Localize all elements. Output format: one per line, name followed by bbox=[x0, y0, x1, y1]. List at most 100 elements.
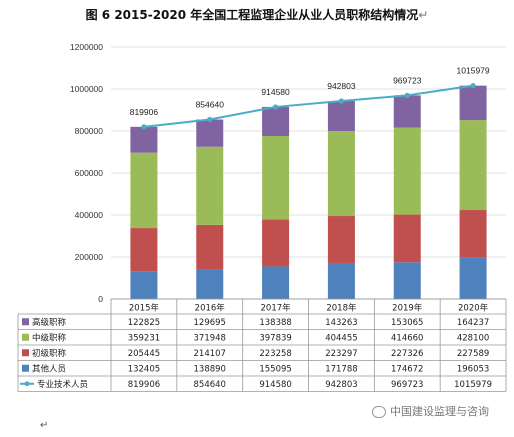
bar-segment bbox=[196, 269, 224, 299]
y-axis: 0 200000 400000 600000 800000 1000000 1200000 bbox=[70, 42, 103, 304]
y-tick-label: 1200000 bbox=[70, 42, 103, 52]
table-cell: 359231 bbox=[128, 333, 160, 343]
table-cell: 223258 bbox=[259, 349, 291, 359]
y-tick-label: 0 bbox=[98, 294, 103, 304]
bar-segment bbox=[459, 257, 487, 299]
table-cell: 914580 bbox=[259, 380, 291, 390]
table-cell: 174672 bbox=[391, 364, 423, 374]
table-cell: 371948 bbox=[194, 333, 226, 343]
x-tick-label: 2016年 bbox=[195, 303, 226, 314]
bar-segment bbox=[196, 146, 224, 225]
table-cell: 122825 bbox=[128, 318, 160, 328]
legend-swatch bbox=[22, 333, 29, 341]
bar-segment bbox=[327, 131, 355, 217]
line-marker bbox=[141, 124, 147, 130]
table-cell: 164237 bbox=[457, 318, 489, 328]
table-cell: 138890 bbox=[194, 364, 226, 374]
legend-swatch-marker bbox=[24, 381, 30, 387]
y-tick-label: 200000 bbox=[75, 252, 104, 262]
line-marker bbox=[470, 83, 476, 89]
y-tick-label: 400000 bbox=[75, 210, 104, 220]
y-tick-label: 800000 bbox=[75, 126, 104, 136]
bar-segment bbox=[393, 127, 421, 215]
table-cell: 1015979 bbox=[454, 380, 492, 390]
bar-segment bbox=[459, 210, 487, 258]
table-cell: 214107 bbox=[194, 349, 226, 359]
legend-entry: 其他人员 bbox=[32, 363, 66, 374]
table-cell: 428100 bbox=[457, 333, 489, 343]
line-data-label: 914580 bbox=[261, 87, 290, 97]
bar-segment bbox=[393, 214, 421, 263]
bar-segment bbox=[393, 262, 421, 299]
line-marker bbox=[207, 116, 213, 123]
table-cell: 969723 bbox=[391, 380, 423, 390]
paragraph-mark: ↵ bbox=[418, 8, 429, 22]
bar-segment bbox=[262, 266, 290, 299]
table-cell: 404455 bbox=[325, 333, 357, 343]
legend-entry: 中级职称 bbox=[32, 332, 67, 343]
bar-segment bbox=[262, 106, 290, 136]
bars bbox=[130, 85, 487, 299]
line-marker bbox=[404, 92, 410, 98]
bar-segment bbox=[196, 119, 224, 147]
gridlines bbox=[111, 46, 506, 300]
line-data-label: 942803 bbox=[327, 81, 356, 91]
bar-segment bbox=[130, 271, 158, 299]
table-cell: 223297 bbox=[325, 349, 357, 359]
bar-segment bbox=[459, 85, 487, 121]
line-data-label: 854640 bbox=[196, 100, 225, 110]
table-cell: 196053 bbox=[457, 364, 489, 374]
line-marker bbox=[272, 104, 279, 110]
line-data-label: 1015979 bbox=[457, 66, 490, 76]
paragraph-mark-bottom: ↵ bbox=[40, 420, 49, 431]
table-cell: 129695 bbox=[194, 318, 226, 328]
table-cell: 138388 bbox=[259, 318, 291, 328]
bar-segment bbox=[130, 228, 158, 272]
bar-segment bbox=[196, 224, 224, 270]
bar-segment bbox=[327, 262, 355, 299]
legend-swatch bbox=[22, 364, 29, 372]
wechat-icon bbox=[372, 406, 386, 418]
bar-segment bbox=[327, 101, 355, 132]
bar-segment bbox=[262, 135, 290, 220]
line-data-label: 969723 bbox=[393, 75, 422, 85]
watermark: 中国建设监理与咨询 bbox=[372, 403, 489, 419]
legend-entry: 专业技术人员 bbox=[37, 379, 88, 390]
x-tick-label: 2018年 bbox=[326, 303, 357, 314]
table-cell: 854640 bbox=[194, 380, 226, 390]
table-cell: 227589 bbox=[457, 349, 489, 359]
bar-segment bbox=[130, 152, 158, 229]
x-tick-label: 2015年 bbox=[129, 303, 160, 314]
table-cell: 171788 bbox=[325, 364, 357, 374]
table-cell: 153065 bbox=[391, 318, 423, 328]
bar-segment bbox=[393, 95, 421, 128]
y-tick-label: 1000000 bbox=[70, 84, 103, 94]
table-cell: 819906 bbox=[128, 380, 160, 390]
table-cell: 414660 bbox=[391, 333, 423, 343]
legend-entry: 高级职称 bbox=[32, 317, 67, 328]
chart-title: 图 6 2015-2020 年全国工程监理企业从业人员职称结构情况↵ bbox=[0, 6, 514, 23]
bar-segment bbox=[130, 126, 158, 153]
series-line bbox=[143, 84, 474, 128]
table-cell: 205445 bbox=[128, 349, 160, 359]
legend-swatch bbox=[22, 349, 29, 357]
x-tick-label: 2019年 bbox=[392, 303, 423, 314]
line-data-label: 819906 bbox=[130, 107, 159, 117]
total-line: 819906 854640 914580 942803 969723 1015979 bbox=[130, 66, 490, 130]
watermark-text: 中国建设监理与咨询 bbox=[390, 405, 489, 418]
table-cell: 155095 bbox=[259, 364, 291, 374]
bar-segment bbox=[327, 216, 355, 263]
bar-segment bbox=[459, 120, 487, 211]
bar-segment bbox=[262, 219, 290, 267]
table-cell: 397839 bbox=[259, 333, 291, 343]
table-cell: 143263 bbox=[325, 318, 357, 328]
legend-swatch bbox=[22, 318, 29, 326]
legend-entry: 初级职称 bbox=[32, 348, 67, 359]
y-tick-label: 600000 bbox=[75, 168, 104, 178]
table-cell: 942803 bbox=[325, 380, 357, 390]
x-tick-label: 2020年 bbox=[458, 303, 489, 314]
table-cell: 132405 bbox=[128, 364, 160, 374]
line-marker bbox=[338, 98, 345, 104]
